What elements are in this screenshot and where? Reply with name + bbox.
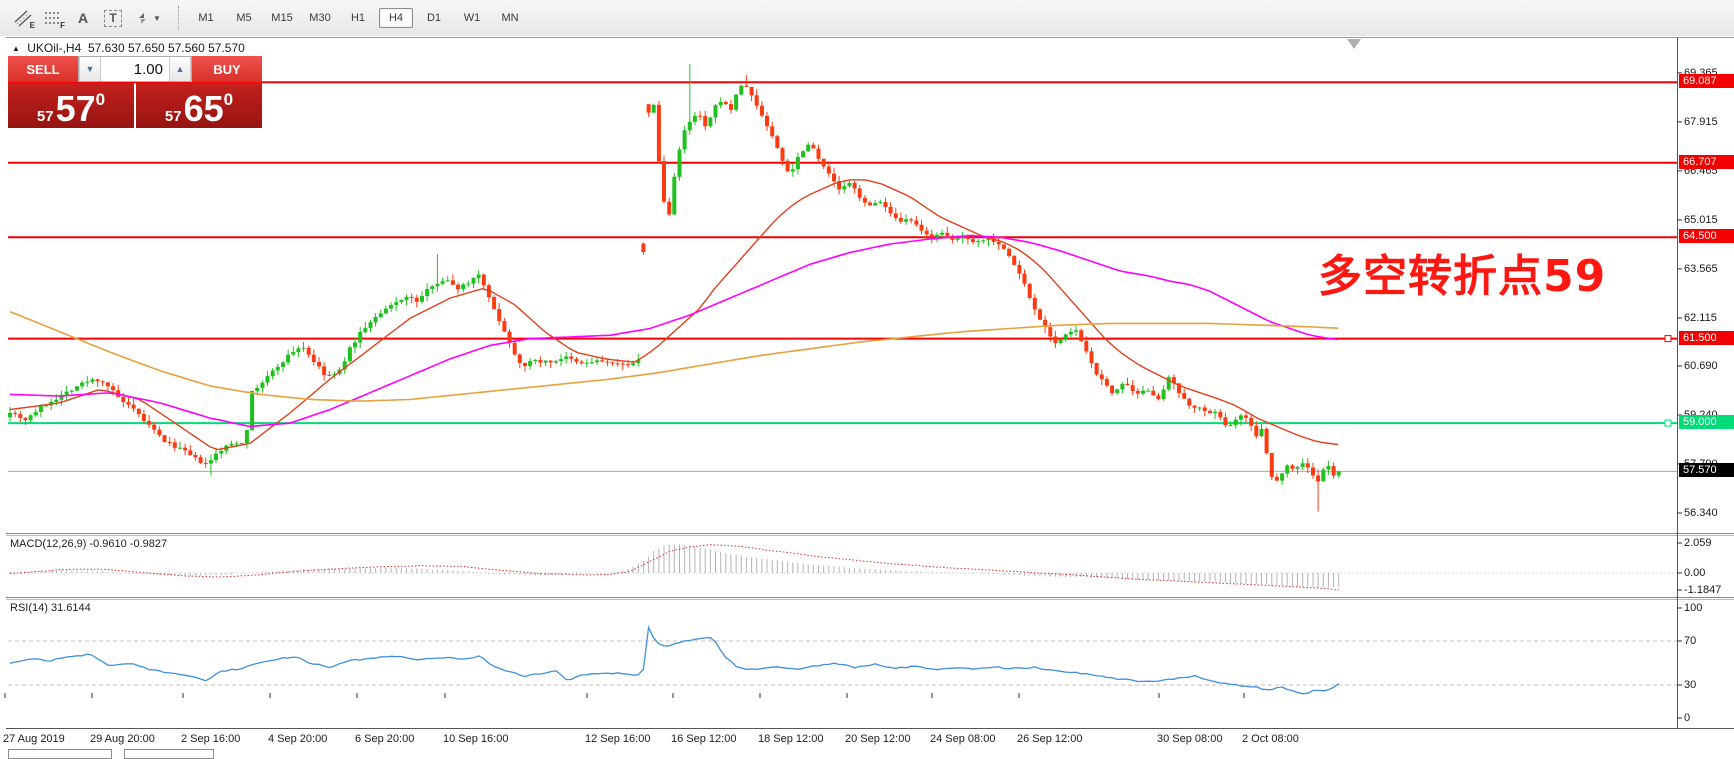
fast-ma [9, 179, 1339, 451]
date-label: 2 Sep 16:00 [181, 733, 241, 745]
date-label: 20 Sep 12:00 [845, 733, 911, 745]
price-tick-60.690: 60.690 [1684, 360, 1718, 372]
ohlc-open: 57.630 [87, 41, 125, 55]
rsi-tick-100: 100 [1684, 602, 1703, 614]
rsi-label: RSI(14) 31.6144 [10, 602, 91, 614]
level-tag-66.707: 66.707 [1679, 154, 1734, 169]
timeframe-button-h1[interactable]: H1 [350, 12, 366, 24]
level-tag-59.000: 59.000 [1679, 415, 1734, 430]
arrows-button[interactable]: ▼ [130, 6, 166, 30]
text-label-button[interactable]: T [100, 6, 126, 30]
level-tag-64.500: 64.500 [1679, 229, 1734, 244]
chevron-down-icon: ▼ [153, 13, 161, 23]
volume-stepper: ▼ ▲ [78, 56, 192, 82]
ohlc-close: 57.570 [208, 41, 245, 55]
chart-window[interactable]: ▲ UKOil-,H4 57.630 57.650 57.560 57.570 … [0, 36, 1734, 759]
buy-price-button[interactable]: 57 65 0 [136, 83, 262, 128]
sell-button[interactable]: SELL [8, 56, 78, 82]
buy-price-main: 65 [183, 88, 224, 129]
volume-input[interactable] [101, 57, 169, 81]
slow-ma [9, 310, 1339, 402]
text-label-icon: T [104, 9, 122, 27]
chart-canvas[interactable] [0, 36, 1734, 755]
timeframe-button-w1[interactable]: W1 [463, 12, 481, 24]
fibonacci-button[interactable]: F [40, 6, 66, 30]
buy-price-int: 57 [164, 108, 182, 125]
rsi-tick-0: 0 [1684, 712, 1691, 724]
date-label: 24 Sep 08:00 [930, 733, 996, 745]
mid-ma [9, 234, 1339, 428]
timeframe-bar: M1 M5 M15 M30 H1 H4 D1 W1 MN [189, 8, 527, 28]
current-price-tag: 57.570 [1679, 463, 1734, 478]
timeframe-button-m1[interactable]: M1 [198, 12, 214, 24]
timeframe-button-mn[interactable]: MN [501, 12, 519, 24]
date-label: 27 Aug 2019 [3, 733, 65, 745]
date-label: 2 Oct 08:00 [1242, 733, 1299, 745]
one-click-trade-panel: SELL ▼ ▲ BUY 57 57 0 57 65 0 [8, 56, 262, 128]
toolbar-separator [178, 6, 179, 30]
bottom-tab-1[interactable] [8, 749, 112, 759]
macd-tick--1.1847: -1.1847 [1684, 584, 1722, 596]
equidistant-channel-button[interactable]: E [10, 6, 36, 30]
chart-text-annotation[interactable]: 多空转折点59 [1318, 251, 1607, 302]
sell-price-int: 57 [36, 108, 54, 125]
timeframe-button-m15[interactable]: M15 [271, 12, 293, 24]
arrows-icon [135, 10, 151, 26]
collapse-triangle-icon[interactable]: ▲ [12, 44, 20, 53]
rsi-tick-70: 70 [1684, 635, 1697, 647]
timeframe-button-m30[interactable]: M30 [309, 12, 331, 24]
price-tick-65.015: 65.015 [1684, 213, 1718, 226]
bottom-tab-2[interactable] [124, 749, 214, 759]
drawing-tools-group: E F A T ▼ [0, 6, 166, 30]
level-tag-61.500: 61.500 [1679, 330, 1734, 345]
volume-decrease-button[interactable]: ▼ [79, 57, 101, 81]
toolbar: E F A T ▼ [0, 0, 1734, 37]
text-icon: A [77, 10, 89, 26]
date-label: 16 Sep 12:00 [671, 733, 737, 745]
chart-title: ▲ UKOil-,H4 57.630 57.650 57.560 57.570 [12, 41, 245, 55]
fibonacci-icon [43, 9, 63, 27]
date-label: 10 Sep 16:00 [443, 733, 509, 745]
symbol-period: UKOil-,H4 [27, 41, 82, 55]
sell-price-main: 57 [55, 88, 96, 129]
ohlc-high: 57.650 [128, 41, 165, 55]
buy-button[interactable]: BUY [192, 56, 262, 82]
date-label: 12 Sep 16:00 [585, 733, 651, 745]
text-tool-button[interactable]: A [70, 6, 96, 30]
date-label: 18 Sep 12:00 [758, 733, 824, 745]
price-tick-62.115: 62.115 [1684, 311, 1717, 324]
equidistant-channel-icon [13, 9, 33, 27]
rsi-tick-30: 30 [1684, 679, 1697, 691]
date-label: 4 Sep 20:00 [268, 733, 328, 745]
price-tick-56.340: 56.340 [1684, 507, 1718, 519]
sell-price-button[interactable]: 57 57 0 [8, 83, 134, 128]
macd-tick-0.00: 0.00 [1684, 567, 1706, 579]
timeframe-button-h4[interactable]: H4 [379, 8, 413, 28]
volume-increase-button[interactable]: ▲ [169, 57, 191, 81]
chart-shift-marker [1347, 39, 1361, 49]
timeframe-button-d1[interactable]: D1 [426, 12, 442, 24]
sell-price-pip: 0 [95, 90, 106, 109]
timeframe-button-m5[interactable]: M5 [236, 12, 252, 24]
buy-price-pip: 0 [223, 90, 234, 109]
macd-tick-2.059: 2.059 [1684, 537, 1712, 549]
ohlc-low: 57.560 [168, 41, 205, 55]
price-tick-63.565: 63.565 [1684, 262, 1718, 275]
price-tick-67.915: 67.915 [1684, 115, 1718, 128]
rsi-line [9, 625, 1340, 695]
level-tag-69.087: 69.087 [1679, 74, 1734, 89]
date-label: 6 Sep 20:00 [355, 733, 415, 745]
date-label: 26 Sep 12:00 [1017, 733, 1083, 745]
date-label: 30 Sep 08:00 [1157, 733, 1223, 745]
macd-label: MACD(12,26,9) -0.9610 -0.9827 [10, 538, 168, 550]
date-label: 29 Aug 20:00 [90, 733, 155, 745]
